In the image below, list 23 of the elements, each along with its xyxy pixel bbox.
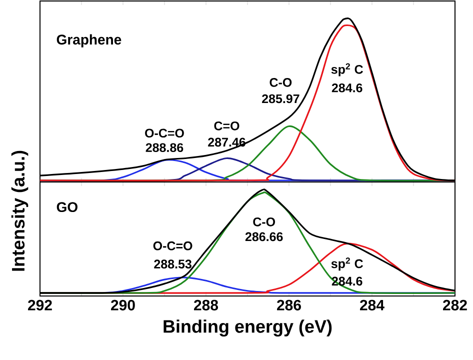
x-axis-title: Binding energy (eV) bbox=[164, 320, 332, 336]
x-tick-label: 284 bbox=[360, 300, 384, 310]
x-tick-label: 290 bbox=[111, 300, 135, 310]
text: GO bbox=[56, 202, 78, 212]
annotation: 286.66 bbox=[245, 232, 283, 242]
x-tick-label: 292 bbox=[28, 300, 52, 310]
annotation: 288.53 bbox=[154, 260, 192, 269]
annotation: 285.97 bbox=[262, 94, 300, 104]
x-tick-label: 288 bbox=[194, 300, 218, 310]
annotation: C-O bbox=[270, 78, 292, 87]
x-tick-label: 282 bbox=[443, 300, 467, 310]
annotation: 284.6 bbox=[332, 83, 362, 92]
annotation: sp$^{2}$ C bbox=[331, 258, 363, 271]
annotation: O-C=O bbox=[145, 128, 184, 138]
x-tick-label: 286 bbox=[277, 300, 301, 310]
text: Graphene bbox=[56, 34, 122, 48]
annotation: sp$^{2}$ C bbox=[331, 63, 363, 76]
annotation: C-O bbox=[253, 217, 276, 226]
annotation: 287.46 bbox=[208, 138, 246, 147]
annotation: O-C=O bbox=[153, 241, 192, 250]
annotation: C=O bbox=[214, 121, 240, 130]
y-axis-title: Intensity (a.u.) bbox=[11, 150, 28, 271]
annotation: 288.86 bbox=[146, 143, 184, 152]
